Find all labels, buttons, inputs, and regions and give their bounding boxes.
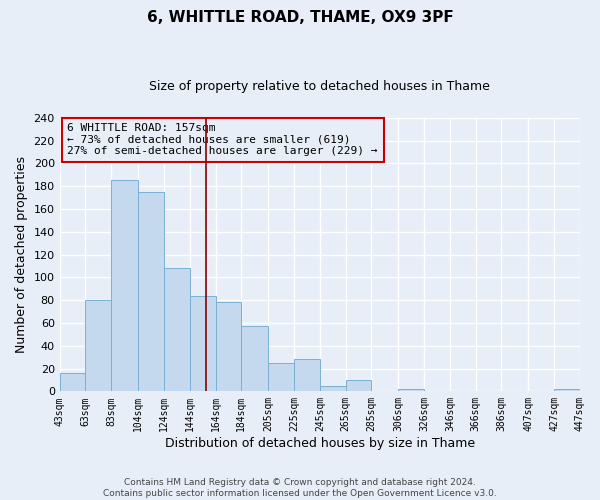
Bar [59,373,85,392]
Text: 6, WHITTLE ROAD, THAME, OX9 3PF: 6, WHITTLE ROAD, THAME, OX9 3PF [146,10,454,25]
Bar [215,302,241,392]
Bar [111,180,138,392]
Text: 6 WHITTLE ROAD: 157sqm
← 73% of detached houses are smaller (619)
27% of semi-de: 6 WHITTLE ROAD: 157sqm ← 73% of detached… [67,123,378,156]
Bar [241,326,268,392]
Bar [346,380,371,392]
Bar [554,389,580,392]
Text: Contains HM Land Registry data © Crown copyright and database right 2024.
Contai: Contains HM Land Registry data © Crown c… [103,478,497,498]
Bar [294,360,320,392]
X-axis label: Distribution of detached houses by size in Thame: Distribution of detached houses by size … [165,437,475,450]
Title: Size of property relative to detached houses in Thame: Size of property relative to detached ho… [149,80,490,93]
Bar [398,389,424,392]
Bar [320,386,346,392]
Bar [164,268,190,392]
Bar [85,300,111,392]
Y-axis label: Number of detached properties: Number of detached properties [15,156,28,353]
Bar [138,192,164,392]
Bar [268,363,294,392]
Bar [190,296,215,392]
